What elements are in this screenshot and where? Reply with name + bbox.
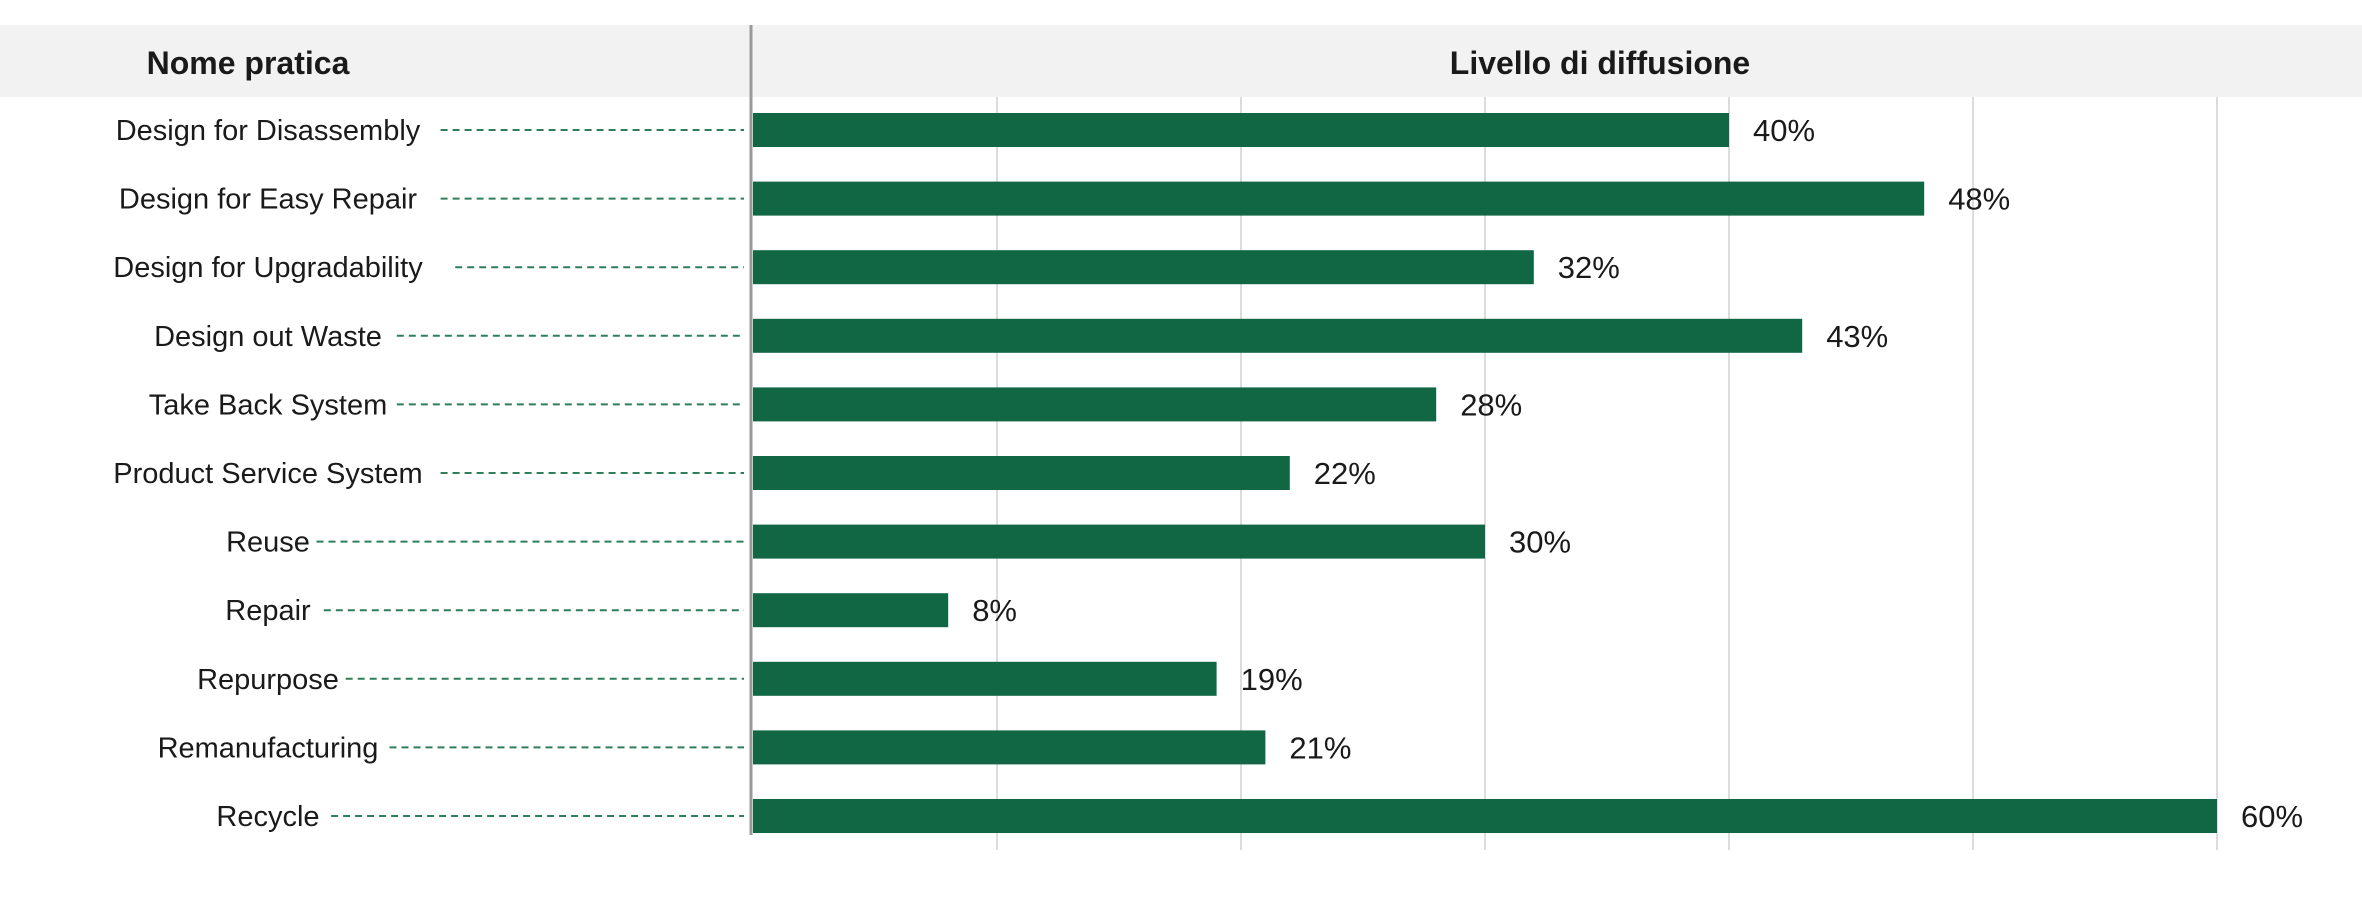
category-label: Product Service System (113, 458, 422, 490)
category-label: Design out Waste (154, 321, 382, 353)
category-label: Recycle (216, 801, 319, 833)
category-label: Remanufacturing (158, 732, 379, 764)
bar (753, 730, 1266, 765)
value-label: 21% (1289, 730, 1351, 765)
value-label: 22% (1314, 456, 1376, 491)
value-label: 43% (1826, 319, 1888, 354)
header-band (0, 25, 2362, 97)
bar (753, 387, 1437, 422)
value-label: 48% (1948, 182, 2010, 217)
value-label: 32% (1558, 250, 1620, 285)
bar (753, 181, 1925, 216)
bar (753, 113, 1729, 147)
value-label: 8% (972, 593, 1017, 628)
bar (753, 524, 1485, 559)
value-label: 60% (2241, 799, 2303, 834)
value-label: 19% (1241, 662, 1303, 697)
value-label: 30% (1509, 525, 1571, 560)
value-label: 28% (1460, 387, 1522, 422)
category-label: Take Back System (149, 389, 388, 421)
bar (753, 250, 1534, 285)
bar (753, 799, 2217, 833)
value-label: 40% (1753, 113, 1815, 148)
grid-lines (996, 97, 2218, 850)
header-right-label: Livello di diffusione (1450, 45, 1750, 81)
category-label: Repair (225, 595, 311, 627)
category-label: Repurpose (197, 664, 339, 696)
bar (753, 318, 1803, 353)
category-label: Design for Upgradability (113, 252, 423, 284)
bar (753, 593, 949, 628)
bar-rows: Design for Disassembly 40% Design for Easy… (113, 113, 2303, 834)
header-left-label: Nome pratica (147, 45, 350, 81)
category-label: Design for Easy Repair (119, 184, 418, 216)
category-label: Reuse (226, 527, 310, 559)
bar (753, 456, 1290, 490)
bar (753, 661, 1217, 696)
category-label: Design for Disassembly (116, 115, 421, 147)
